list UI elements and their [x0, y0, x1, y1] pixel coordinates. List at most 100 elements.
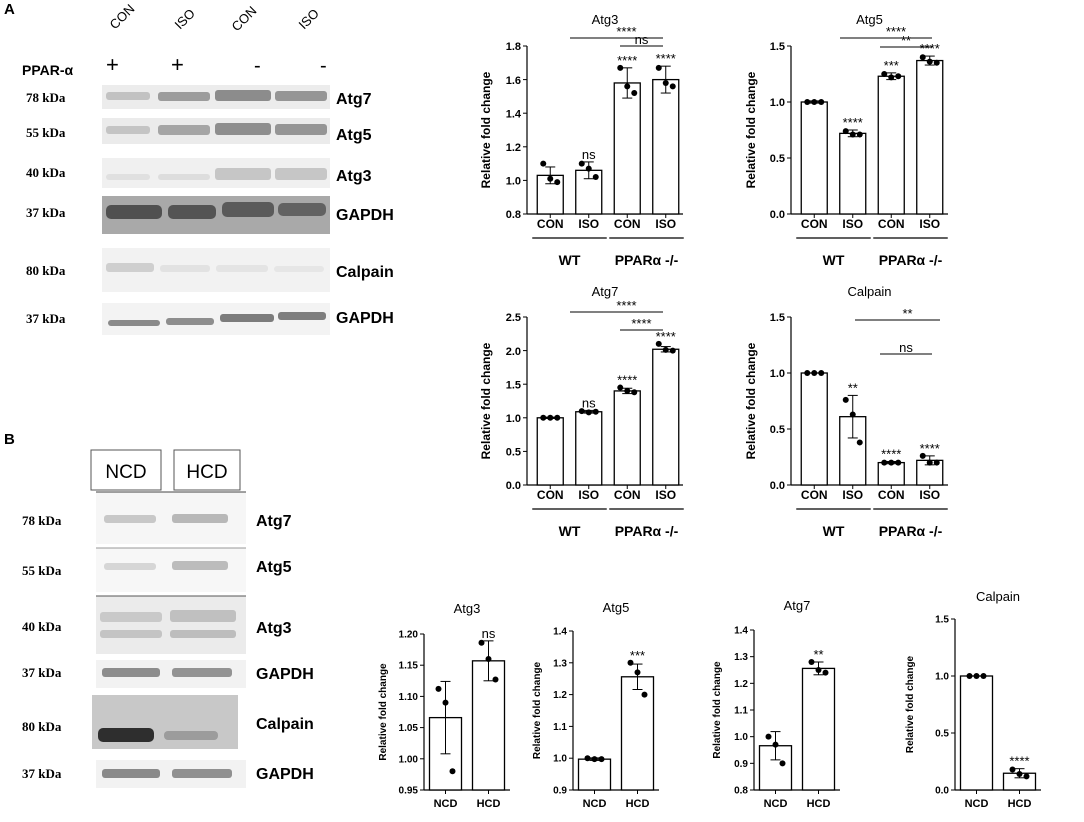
y-tick-label: 1.5 [770, 312, 785, 324]
group-label: PPARα -/- [879, 252, 943, 268]
data-point [881, 71, 888, 77]
significance-label: **** [920, 441, 940, 456]
blot-row-atg7 [102, 85, 330, 109]
data-point [888, 74, 895, 81]
bar [652, 78, 680, 215]
data-point [554, 414, 561, 421]
kda-label: 37 kDa [26, 205, 66, 220]
comparison-label: ** [901, 33, 911, 48]
significance-label: **** [656, 51, 676, 66]
y-tick-label: 1.2 [506, 142, 521, 154]
lane-label: ISO [296, 6, 322, 32]
y-tick-label: 1.4 [734, 626, 748, 637]
data-point [772, 741, 779, 748]
chart-title: Atg3 [454, 601, 481, 616]
protein-label: GAPDH [256, 766, 314, 783]
y-axis-label: Relative fold change [712, 661, 723, 759]
category-label: NCD [965, 798, 989, 810]
category-label: CON [878, 488, 905, 502]
y-tick-label: 1.0 [506, 413, 521, 425]
comparison-label: **** [616, 24, 636, 39]
data-point [919, 54, 926, 61]
data-point [478, 639, 485, 646]
data-point [895, 459, 902, 466]
lane-label: ISO [172, 6, 198, 32]
data-point [933, 459, 940, 466]
significance-label: **** [843, 115, 863, 130]
data-point [973, 673, 980, 679]
significance-label: ns [582, 395, 596, 410]
data-point [669, 83, 676, 90]
blot-row-gapdh [102, 303, 330, 335]
y-tick-label: 1.2 [553, 690, 567, 701]
data-point [442, 699, 449, 706]
chart-4: 0.95 1.00 1.05 1.10 1.15 1.20 Relative fold ch… [378, 601, 510, 810]
data-point [933, 59, 940, 66]
group-label: WT [823, 252, 845, 268]
y-tick-label: 1.1 [553, 722, 567, 733]
bar [536, 417, 564, 486]
data-point [842, 396, 849, 403]
data-point [585, 409, 592, 416]
lane-box-ncd [90, 449, 162, 491]
data-point [592, 174, 599, 181]
data-point [540, 414, 547, 421]
comparison-label: ns [899, 340, 913, 355]
y-tick-label: 1.4 [553, 627, 567, 638]
y-axis-label: Relative fold change [479, 342, 493, 459]
chart-3: 0.0 0.5 1.0 1.5 Relative fold change Calpain C… [744, 284, 948, 539]
bar [577, 758, 612, 791]
protein-label: Atg3 [336, 168, 372, 185]
y-tick-label: 0.0 [935, 786, 949, 797]
y-tick-label: 0.95 [399, 786, 419, 797]
protein-label: Atg5 [256, 559, 292, 576]
lane-label: NCD [105, 462, 146, 483]
y-tick-label: 1.0 [553, 754, 567, 765]
category-label: CON [614, 217, 641, 231]
chart-title: Atg7 [592, 284, 619, 299]
y-tick-label: 0.5 [770, 153, 785, 165]
data-point [578, 160, 585, 167]
protein-label: Atg7 [336, 91, 372, 108]
y-tick-label: 0.0 [770, 209, 785, 221]
chart-1: 0.0 0.5 1.0 1.5 Relative fold change Atg5 CON *… [744, 12, 948, 268]
kda-label: 40 kDa [26, 165, 66, 180]
chart-title: Calpain [976, 589, 1020, 604]
kda-label: 37 kDa [22, 766, 62, 781]
data-point [818, 370, 825, 376]
significance-label: ns [582, 147, 596, 162]
data-point [849, 411, 856, 418]
kda-label: 37 kDa [26, 311, 66, 326]
data-point [634, 669, 641, 676]
category-label: CON [614, 488, 641, 502]
y-tick-label: 1.6 [506, 75, 521, 87]
data-point [822, 669, 829, 676]
category-label: CON [537, 488, 564, 502]
chart-title: Atg5 [856, 12, 883, 27]
y-tick-label: 1.00 [399, 754, 419, 765]
data-point [856, 439, 863, 446]
group-label: WT [823, 523, 845, 539]
category-label: ISO [919, 488, 940, 502]
panel-a-label: A [4, 1, 15, 18]
chart-6: 0.8 0.9 1.0 1.1 1.2 1.3 1.4 Relative fold chang… [712, 598, 840, 810]
data-point [980, 673, 987, 679]
category-label: CON [801, 217, 828, 231]
data-point [617, 384, 624, 391]
data-point [585, 165, 592, 172]
data-point [1023, 773, 1030, 780]
category-label: HCD [477, 798, 501, 810]
data-point [617, 64, 624, 71]
category-label: CON [537, 217, 564, 231]
category-label: ISO [842, 488, 863, 502]
blot-row-calpain [102, 248, 330, 292]
data-point [895, 73, 902, 80]
data-point [540, 160, 547, 167]
data-point [818, 99, 825, 105]
data-point [1009, 766, 1016, 773]
data-point [811, 99, 818, 105]
chart-0: 0.8 1.0 1.2 1.4 1.6 1.8 Relative fold change At… [479, 12, 684, 268]
category-label: CON [801, 488, 828, 502]
protein-label: GAPDH [336, 310, 394, 327]
protein-label: Atg3 [256, 620, 292, 637]
